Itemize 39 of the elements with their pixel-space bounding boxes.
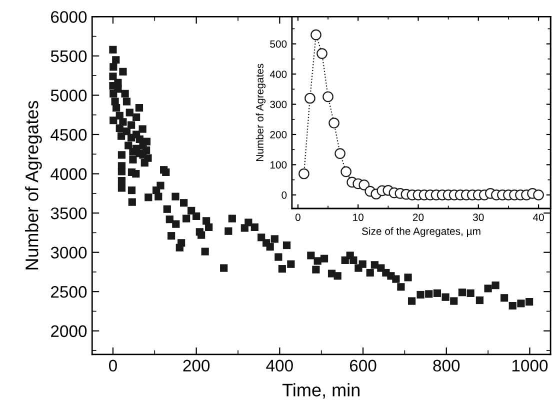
y-tick-label: 3500 xyxy=(50,207,87,220)
x-tick-label: 20 xyxy=(412,214,424,222)
y-tick-label: 400 xyxy=(270,70,287,78)
x-tick-label: 30 xyxy=(472,214,484,222)
x-tick-label: 1000 xyxy=(512,360,548,372)
point xyxy=(304,92,316,104)
y-tick-label: 200 xyxy=(270,130,287,138)
y-tick-label: 4500 xyxy=(50,128,87,141)
y-tick-label: 5000 xyxy=(50,90,87,102)
x-tick-label: 0 xyxy=(108,360,117,372)
point xyxy=(316,48,328,59)
y-tick-label: 500 xyxy=(270,40,287,48)
x-axis-title: Size of the Agregates, µm xyxy=(362,227,480,237)
y-axis-title: Number of Agregates xyxy=(256,64,266,161)
y-tick-label: 3000 xyxy=(50,246,87,259)
x-tick-label: 0 xyxy=(295,214,300,222)
y-tick-label: 6000 xyxy=(51,11,87,23)
point xyxy=(322,91,334,102)
y-tick-label: 5500 xyxy=(50,50,87,62)
point xyxy=(340,166,352,178)
y-tick-label: 4000 xyxy=(50,168,87,180)
x-tick-label: 800 xyxy=(433,360,460,372)
y-axis-title: Number of Agregates xyxy=(25,100,42,270)
y-tick-label: 2500 xyxy=(51,286,87,298)
x-tick-label: 600 xyxy=(350,360,376,372)
point xyxy=(533,189,544,200)
x-tick-label: 200 xyxy=(183,360,210,372)
y-tick-label: 100 xyxy=(270,161,287,169)
y-tick-label: 300 xyxy=(270,100,287,108)
y-tick-label: 0 xyxy=(282,191,287,199)
point xyxy=(334,148,346,159)
x-axis-title: Time, min xyxy=(282,383,360,399)
x-tick-label: 10 xyxy=(353,214,364,222)
y-tick-label: 2000 xyxy=(51,325,87,338)
point xyxy=(310,29,322,40)
point xyxy=(298,168,310,180)
point xyxy=(328,118,340,128)
point xyxy=(358,180,370,190)
x-tick-label: 40 xyxy=(532,214,544,222)
